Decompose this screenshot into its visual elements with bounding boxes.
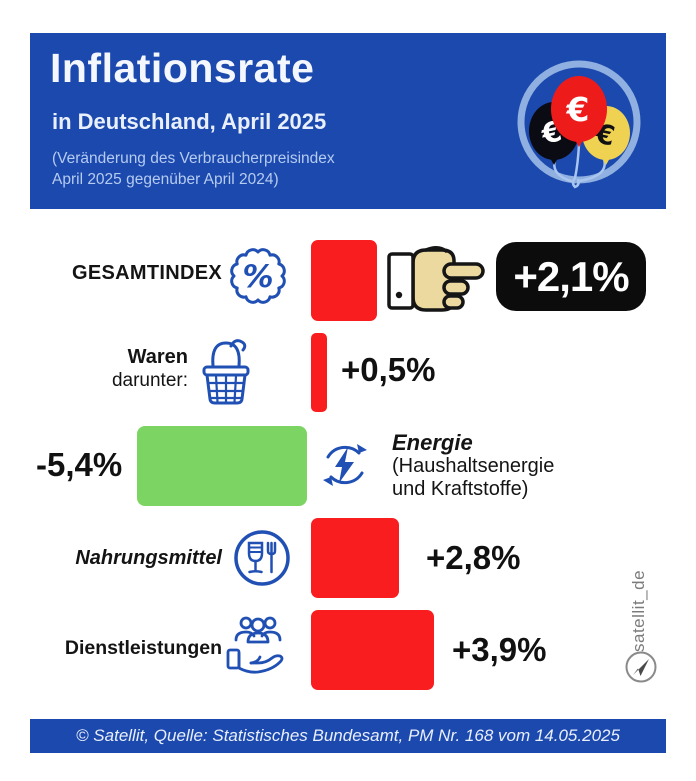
pointing-hand-icon <box>387 246 485 312</box>
label-dienstleistungen: Dienstleistungen <box>64 637 222 659</box>
label-waren-sub: darunter: <box>111 370 188 391</box>
label-waren-title: Waren <box>127 346 188 368</box>
value-dienstleistungen: +3,9% <box>452 631 547 668</box>
header-note-line2: April 2025 gegenüber April 2024) <box>52 170 279 188</box>
food-glass-fork-icon <box>234 530 290 586</box>
header-banner: Inflationsrate in Deutschland, April 202… <box>30 33 666 209</box>
header-note-line1: (Veränderung des Verbraucherpreisindex <box>52 150 335 167</box>
telegram-plane-icon <box>625 651 657 683</box>
value-nahrungsmittel: +2,8% <box>426 539 521 576</box>
euro-balloons-icon: € € € <box>517 60 641 189</box>
label-nahrungsmittel: Nahrungsmittel <box>75 547 222 569</box>
bar-dienstleistungen <box>311 610 434 690</box>
label-energie: Energie (Haushaltsenergie und Kraftstoff… <box>392 431 554 502</box>
label-energie-note2: und Kraftstoffe) <box>392 478 529 500</box>
bar-gesamtindex <box>311 240 377 321</box>
energy-cycle-icon <box>323 444 367 486</box>
bar-energie <box>137 426 307 506</box>
bar-nahrungsmittel <box>311 518 399 598</box>
service-hand-people-icon <box>226 616 284 674</box>
label-waren: Waren darunter: <box>30 346 188 392</box>
percent-badge-icon: % <box>230 248 286 304</box>
label-gesamtindex: GESAMTINDEX <box>72 262 222 284</box>
watermark-handle: satellit_de <box>629 569 648 652</box>
page-title: Inflationsrate <box>50 45 315 91</box>
svg-text:€: € <box>566 90 590 129</box>
shopping-basket-icon <box>202 339 250 405</box>
label-energie-title: Energie <box>392 430 473 455</box>
label-energie-note1: (Haushaltsenergie <box>392 454 555 477</box>
svg-text:%: % <box>242 259 273 295</box>
bar-waren <box>311 333 327 412</box>
source-footer: © Satellit, Quelle: Statistisches Bundes… <box>30 719 666 753</box>
header-note: (Veränderung des Verbraucherpreisindex A… <box>52 149 335 190</box>
value-energie: -5,4% <box>36 446 123 483</box>
value-waren: +0,5% <box>341 351 436 388</box>
page-subtitle: in Deutschland, April 2025 <box>52 109 327 134</box>
gesamtindex-value-badge: +2,1% <box>496 242 646 311</box>
